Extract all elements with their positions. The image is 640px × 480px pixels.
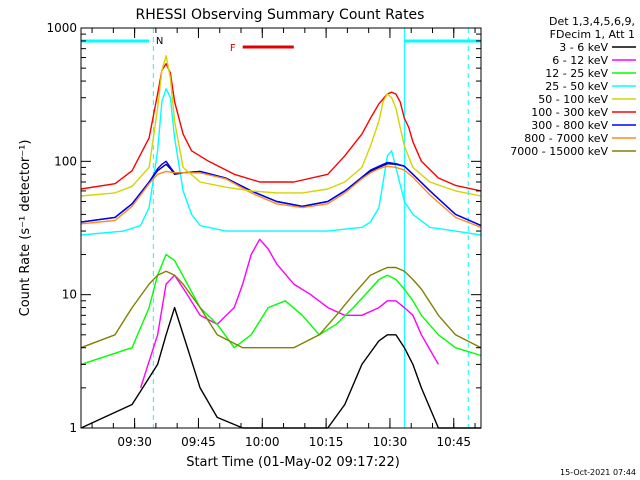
series-line-2 xyxy=(80,253,482,366)
x-tick-label: 10:00 xyxy=(245,435,280,449)
series-line-3 xyxy=(80,88,482,236)
legend-label: 12 - 25 keV xyxy=(545,67,608,80)
axes: 1 10 100 1000 09:30 09:45 10:00 10:15 10:30 10:45 xyxy=(46,21,481,449)
legend-label: 50 - 100 keV xyxy=(538,93,608,106)
legend-label: 800 - 7000 keV xyxy=(524,132,608,145)
legend: Det 1,3,4,5,6,9,FDecim 1, Att 13 - 6 keV… xyxy=(510,15,636,158)
legend-label: 3 - 6 keV xyxy=(559,41,608,54)
x-tick-label: 09:45 xyxy=(181,435,216,449)
legend-header: FDecim 1, Att 1 xyxy=(550,28,635,41)
y-tick-label: 10 xyxy=(62,288,77,302)
plot-area: NF xyxy=(80,28,482,429)
series-line-7 xyxy=(80,165,482,228)
x-tick-label: 09:30 xyxy=(117,435,152,449)
legend-header: Det 1,3,4,5,6,9, xyxy=(549,15,635,28)
legend-label: 300 - 800 keV xyxy=(531,119,608,132)
y-tick-label: 1000 xyxy=(46,21,77,35)
legend-label: 25 - 50 keV xyxy=(545,80,608,93)
series-line-6 xyxy=(80,160,482,227)
chart-title: RHESSI Observing Summary Count Rates xyxy=(136,7,425,23)
x-tick-label: 10:15 xyxy=(309,435,344,449)
night-label: N xyxy=(156,36,163,47)
x-axis-label: Start Time (01-May-02 09:17:22) xyxy=(186,455,400,470)
plot-frame xyxy=(80,27,482,429)
y-tick-label: 100 xyxy=(54,154,77,168)
x-tick-label: 10:45 xyxy=(436,435,471,449)
series-line-8 xyxy=(80,266,482,349)
y-tick-label: 1 xyxy=(69,421,77,435)
x-tick-label: 10:30 xyxy=(373,435,408,449)
legend-label: 6 - 12 keV xyxy=(552,54,608,67)
legend-label: 7000 - 15000 keV xyxy=(510,145,608,158)
legend-label: 100 - 300 keV xyxy=(531,106,608,119)
series-line-9 xyxy=(80,55,482,197)
series-line-1 xyxy=(139,238,440,389)
series-line-5 xyxy=(80,63,482,192)
y-axis-label: Count Rate (s⁻¹ detector⁻¹) xyxy=(18,140,33,317)
timestamp: 15-Oct-2021 07:44 xyxy=(560,468,636,477)
flare-label: F xyxy=(230,43,236,54)
